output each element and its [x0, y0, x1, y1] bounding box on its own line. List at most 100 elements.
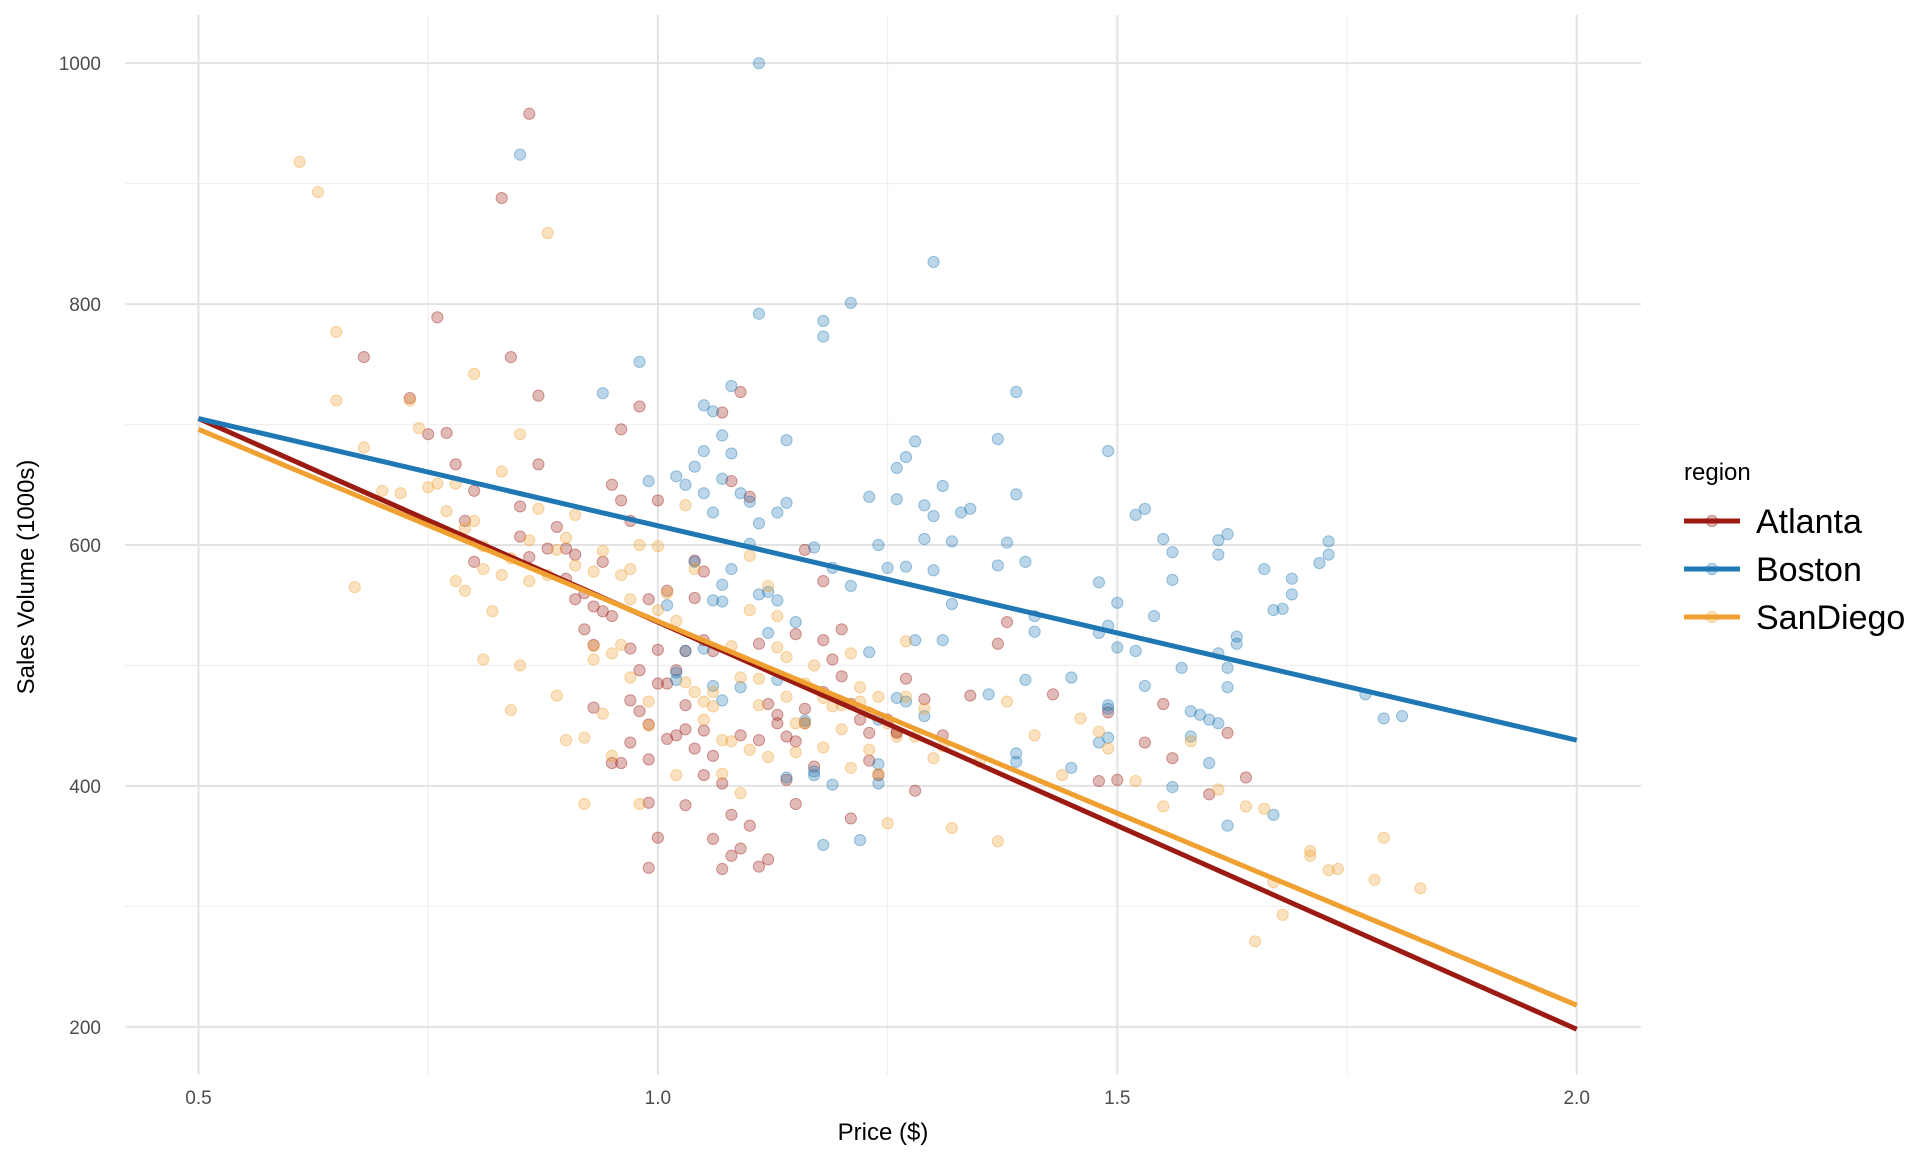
data-point-atlanta	[587, 638, 600, 652]
data-point-atlanta	[468, 555, 481, 568]
legend-title: region	[1684, 459, 1751, 486]
data-point-atlanta	[431, 311, 444, 324]
data-point-boston	[1138, 502, 1151, 515]
trend-line-boston	[197, 416, 1578, 743]
data-point-atlanta	[918, 693, 931, 706]
data-point-atlanta	[817, 575, 830, 588]
data-point-boston	[945, 597, 959, 611]
data-point-boston	[1193, 708, 1207, 721]
data-point-atlanta	[403, 391, 416, 405]
data-point-atlanta	[697, 724, 710, 737]
data-point-atlanta	[752, 637, 766, 650]
data-point-sandiego	[513, 659, 527, 672]
data-point-boston	[1166, 573, 1179, 587]
data-point-boston	[807, 765, 821, 778]
data-point-boston	[725, 447, 738, 460]
data-point-sandiego	[523, 534, 536, 547]
data-point-boston	[844, 296, 857, 309]
data-point-sandiego	[357, 441, 370, 454]
data-point-sandiego	[1331, 862, 1344, 876]
data-point-atlanta	[651, 831, 664, 844]
x-axis-title: Price ($)	[838, 1119, 929, 1146]
data-point-boston	[1166, 546, 1179, 559]
data-point-sandiego	[743, 743, 756, 756]
data-point-sandiego	[1129, 774, 1142, 788]
data-point-boston	[1129, 644, 1142, 658]
data-point-boston	[771, 506, 784, 519]
data-point-atlanta	[642, 593, 655, 606]
data-point-sandiego	[752, 699, 766, 712]
data-point-atlanta	[798, 717, 812, 730]
data-point-atlanta	[523, 107, 536, 120]
data-point-boston	[1221, 528, 1234, 541]
data-point-sandiego	[330, 325, 343, 338]
data-point-atlanta	[642, 753, 655, 766]
data-point-boston	[642, 475, 655, 488]
data-point-sandiego	[348, 581, 361, 594]
data-point-boston	[762, 585, 775, 599]
data-point-boston	[743, 495, 756, 508]
data-point-sandiego	[1377, 831, 1390, 844]
y-axis-title: Sales Volume (1000s)	[13, 460, 40, 695]
data-point-boston	[817, 314, 830, 328]
data-point-boston	[863, 490, 876, 503]
data-point-atlanta	[1000, 615, 1014, 629]
data-point-sandiego	[1239, 800, 1253, 813]
data-point-atlanta	[1111, 773, 1124, 786]
data-point-sandiego	[412, 422, 426, 435]
data-point-boston	[1212, 534, 1225, 547]
data-point-sandiego	[596, 707, 609, 720]
data-point-sandiego	[495, 569, 508, 582]
x-tick-label: 1.0	[645, 1088, 671, 1109]
data-point-sandiego	[716, 734, 729, 747]
data-point-boston	[890, 461, 903, 475]
data-point-sandiego	[587, 640, 600, 653]
data-point-sandiego	[1276, 908, 1289, 921]
data-point-boston	[890, 493, 903, 506]
data-point-atlanta	[762, 697, 775, 711]
data-point-sandiego	[1304, 849, 1317, 862]
data-point-atlanta	[752, 734, 766, 747]
trend-line-atlanta	[197, 416, 1578, 1032]
data-point-boston	[716, 694, 729, 707]
data-point-boston	[697, 487, 710, 500]
data-point-boston	[1102, 731, 1115, 744]
data-point-boston	[725, 379, 738, 393]
data-point-boston	[817, 330, 830, 343]
data-point-atlanta	[706, 749, 720, 762]
data-point-sandiego	[458, 584, 472, 597]
data-point-sandiego	[853, 681, 867, 694]
data-point-atlanta	[1102, 706, 1115, 719]
legend-key-point-boston	[1705, 562, 1719, 576]
data-point-boston	[1396, 709, 1409, 723]
data-point-sandiego	[918, 702, 931, 715]
data-point-sandiego	[642, 719, 655, 732]
data-point-boston	[1203, 713, 1216, 726]
data-point-sandiego	[293, 155, 306, 169]
data-point-atlanta	[991, 637, 1004, 650]
data-point-atlanta	[734, 385, 747, 399]
data-point-boston	[1147, 609, 1161, 623]
data-point-boston	[1166, 781, 1179, 794]
data-point-atlanta	[615, 756, 628, 770]
data-point-atlanta	[807, 760, 821, 773]
data-point-atlanta	[532, 458, 545, 471]
data-point-boston	[844, 579, 857, 593]
data-point-sandiego	[899, 635, 913, 648]
data-point-atlanta	[651, 677, 664, 690]
data-point-sandiego	[651, 540, 664, 553]
data-point-boston	[1010, 747, 1023, 760]
data-point-sandiego	[578, 797, 591, 811]
data-point-boston	[1203, 756, 1216, 770]
data-point-boston	[752, 517, 766, 530]
legend-key-point-atlanta	[1705, 514, 1719, 528]
data-point-sandiego	[1322, 864, 1335, 877]
data-point-sandiego	[1368, 873, 1381, 886]
data-point-sandiego	[688, 562, 701, 576]
data-point-boston	[807, 541, 821, 554]
data-point-sandiego	[1304, 844, 1317, 858]
data-point-boston	[1285, 572, 1298, 585]
data-point-boston	[909, 634, 922, 647]
data-point-sandiego	[403, 394, 416, 407]
data-point-atlanta	[1239, 771, 1253, 784]
